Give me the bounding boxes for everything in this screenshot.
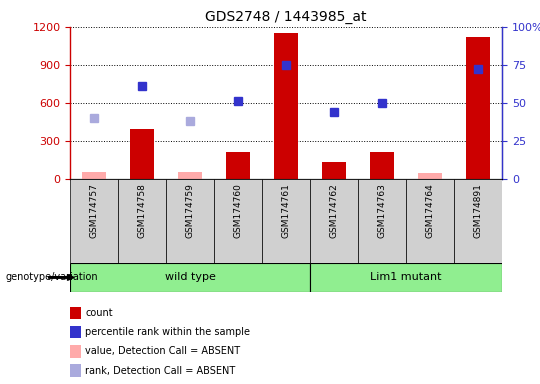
- Bar: [70, 345, 81, 358]
- Bar: [310, 179, 358, 263]
- Text: wild type: wild type: [165, 272, 215, 283]
- Bar: [118, 179, 166, 263]
- Text: GSM174762: GSM174762: [330, 183, 339, 238]
- Bar: [214, 179, 262, 263]
- Bar: [454, 179, 502, 263]
- Bar: [466, 37, 490, 179]
- Text: count: count: [85, 308, 113, 318]
- Bar: [370, 152, 394, 179]
- Bar: [130, 129, 154, 179]
- Text: GSM174757: GSM174757: [90, 183, 99, 238]
- Text: rank, Detection Call = ABSENT: rank, Detection Call = ABSENT: [85, 366, 235, 376]
- Bar: [70, 307, 81, 319]
- Bar: [166, 179, 214, 263]
- Text: GSM174758: GSM174758: [138, 183, 147, 238]
- Bar: [262, 179, 310, 263]
- Text: GSM174760: GSM174760: [234, 183, 242, 238]
- Text: percentile rank within the sample: percentile rank within the sample: [85, 327, 251, 337]
- Bar: [178, 172, 202, 179]
- Bar: [82, 172, 106, 179]
- Bar: [274, 33, 298, 179]
- Text: genotype/variation: genotype/variation: [5, 272, 98, 283]
- Bar: [406, 179, 454, 263]
- Bar: [226, 152, 250, 179]
- Bar: [70, 179, 118, 263]
- Text: GSM174761: GSM174761: [282, 183, 291, 238]
- Bar: [70, 263, 310, 292]
- Bar: [322, 162, 346, 179]
- Text: GSM174763: GSM174763: [377, 183, 387, 238]
- Title: GDS2748 / 1443985_at: GDS2748 / 1443985_at: [205, 10, 367, 25]
- Bar: [310, 263, 502, 292]
- Text: GSM174764: GSM174764: [426, 183, 435, 238]
- Bar: [358, 179, 406, 263]
- Text: Lim1 mutant: Lim1 mutant: [370, 272, 442, 283]
- Bar: [70, 364, 81, 377]
- Text: GSM174891: GSM174891: [474, 183, 483, 238]
- Bar: [418, 173, 442, 179]
- Text: value, Detection Call = ABSENT: value, Detection Call = ABSENT: [85, 346, 240, 356]
- Bar: [70, 326, 81, 338]
- Text: GSM174759: GSM174759: [186, 183, 195, 238]
